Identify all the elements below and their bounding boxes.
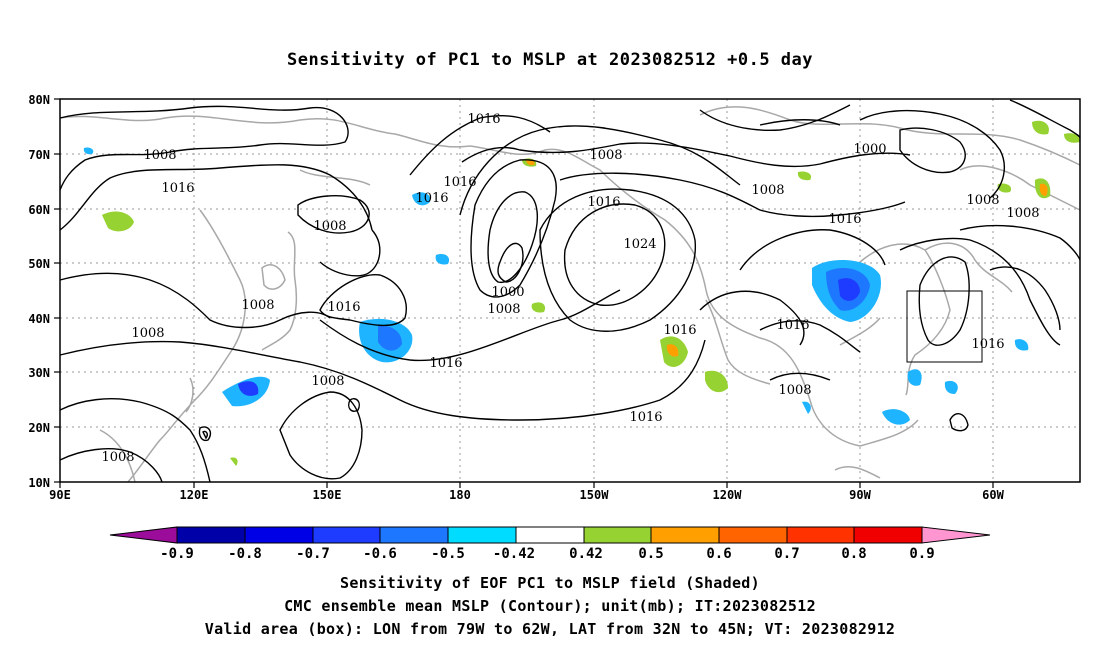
contour-label: 1016 xyxy=(161,181,194,196)
colorbar-label: -0.7 xyxy=(296,546,330,562)
lat-label: 40N xyxy=(28,312,50,326)
contour-label: 1016 xyxy=(327,300,360,315)
contour-label: 1008 xyxy=(311,374,344,389)
colorbar-labels: -0.9 -0.8 -0.7 -0.6 -0.5 -0.42 0.42 0.5 … xyxy=(160,546,935,562)
contour-label: 1008 xyxy=(241,298,274,313)
contour-label: 1016 xyxy=(776,318,809,333)
caption-line-3: Valid area (box): LON from 79W to 62W, L… xyxy=(204,620,896,638)
contour-label: 1008 xyxy=(778,383,811,398)
colorbar-label: 0.8 xyxy=(841,546,866,562)
colorbar-cell xyxy=(921,526,991,544)
colorbar-cell xyxy=(447,526,517,544)
contour-label: 1008 xyxy=(1006,206,1039,221)
colorbar-cell xyxy=(583,526,652,544)
colorbar xyxy=(109,526,991,544)
colorbar-cell xyxy=(650,526,720,544)
lat-label: 60N xyxy=(28,203,50,217)
contour-label: 1016 xyxy=(629,410,662,425)
colorbar-label: -0.9 xyxy=(160,546,194,562)
contour-label: 1016 xyxy=(429,356,462,371)
lon-label: 90W xyxy=(849,488,871,502)
contour-label: 1008 xyxy=(131,326,164,341)
colorbar-label: -0.42 xyxy=(493,546,535,562)
coastlines xyxy=(59,106,1081,483)
plot-frame xyxy=(59,98,1081,483)
colorbar-cell xyxy=(244,526,314,544)
axis-ticks xyxy=(54,98,994,488)
contour-label: 1000 xyxy=(853,142,886,157)
caption-line-2: CMC ensemble mean MSLP (Contour); unit(m… xyxy=(284,597,816,615)
contour-label: 1008 xyxy=(101,450,134,465)
contour-label: 1016 xyxy=(971,337,1004,352)
lon-label: 90E xyxy=(49,488,71,502)
lon-label: 120W xyxy=(713,488,743,502)
contour-label: 1016 xyxy=(663,323,696,338)
contour-label: 1016 xyxy=(415,191,448,206)
mslp-contours xyxy=(59,99,1081,483)
colorbar-label: -0.6 xyxy=(363,546,397,562)
lon-label: 150E xyxy=(313,488,342,502)
contour-label: 1024 xyxy=(623,237,656,252)
contour-label: 1008 xyxy=(966,193,999,208)
contour-label: 1008 xyxy=(487,302,520,317)
colorbar-cell xyxy=(176,526,246,544)
colorbar-cell xyxy=(515,526,585,544)
colorbar-cell xyxy=(786,526,855,544)
lat-label: 20N xyxy=(28,421,50,435)
contour-label: 1016 xyxy=(467,112,500,127)
lat-label: 10N xyxy=(28,476,50,490)
contour-label: 1016 xyxy=(828,212,861,227)
lat-label: 50N xyxy=(28,257,50,271)
lat-label: 80N xyxy=(28,93,50,107)
colorbar-label: 0.42 xyxy=(569,546,603,562)
valid-area-box xyxy=(906,290,983,363)
contour-label: 1008 xyxy=(143,148,176,163)
colorbar-label: -0.5 xyxy=(431,546,465,562)
colorbar-label: 0.7 xyxy=(774,546,799,562)
contour-label: 1008 xyxy=(589,148,622,163)
colorbar-cell xyxy=(853,526,923,544)
lat-label: 70N xyxy=(28,148,50,162)
colorbar-label: 0.5 xyxy=(638,546,663,562)
colorbar-cell xyxy=(379,526,449,544)
lon-label: 150W xyxy=(580,488,610,502)
colorbar-label: 0.9 xyxy=(909,546,934,562)
lon-label: 180 xyxy=(449,488,471,502)
contour-label: 1016 xyxy=(443,175,476,190)
lon-label: 120E xyxy=(180,488,209,502)
colorbar-cell xyxy=(718,526,788,544)
lon-axis-labels: 90E 120E 150E 180 150W 120W 90W 60W xyxy=(49,488,1004,502)
plot-title: Sensitivity of PC1 to MSLP at 2023082512… xyxy=(286,50,813,70)
colorbar-label: 0.6 xyxy=(706,546,731,562)
colorbar-label: -0.8 xyxy=(228,546,262,562)
lat-axis-labels: 80N 70N 60N 50N 40N 30N 20N 10N xyxy=(28,93,50,490)
contour-label: 1008 xyxy=(313,219,346,234)
lon-label: 60W xyxy=(982,488,1004,502)
colorbar-cell xyxy=(312,526,381,544)
contour-labels: 1016 1008 1008 1016 1016 1016 1008 1000 … xyxy=(101,112,1039,465)
contour-label: 1016 xyxy=(587,195,620,210)
colorbar-cell xyxy=(109,526,178,544)
contour-label: 1008 xyxy=(751,183,784,198)
lat-label: 30N xyxy=(28,366,50,380)
shaded-sensitivity xyxy=(83,120,1080,466)
contour-label: 1000 xyxy=(491,285,524,300)
caption-line-1: Sensitivity of EOF PC1 to MSLP field (Sh… xyxy=(340,574,760,592)
